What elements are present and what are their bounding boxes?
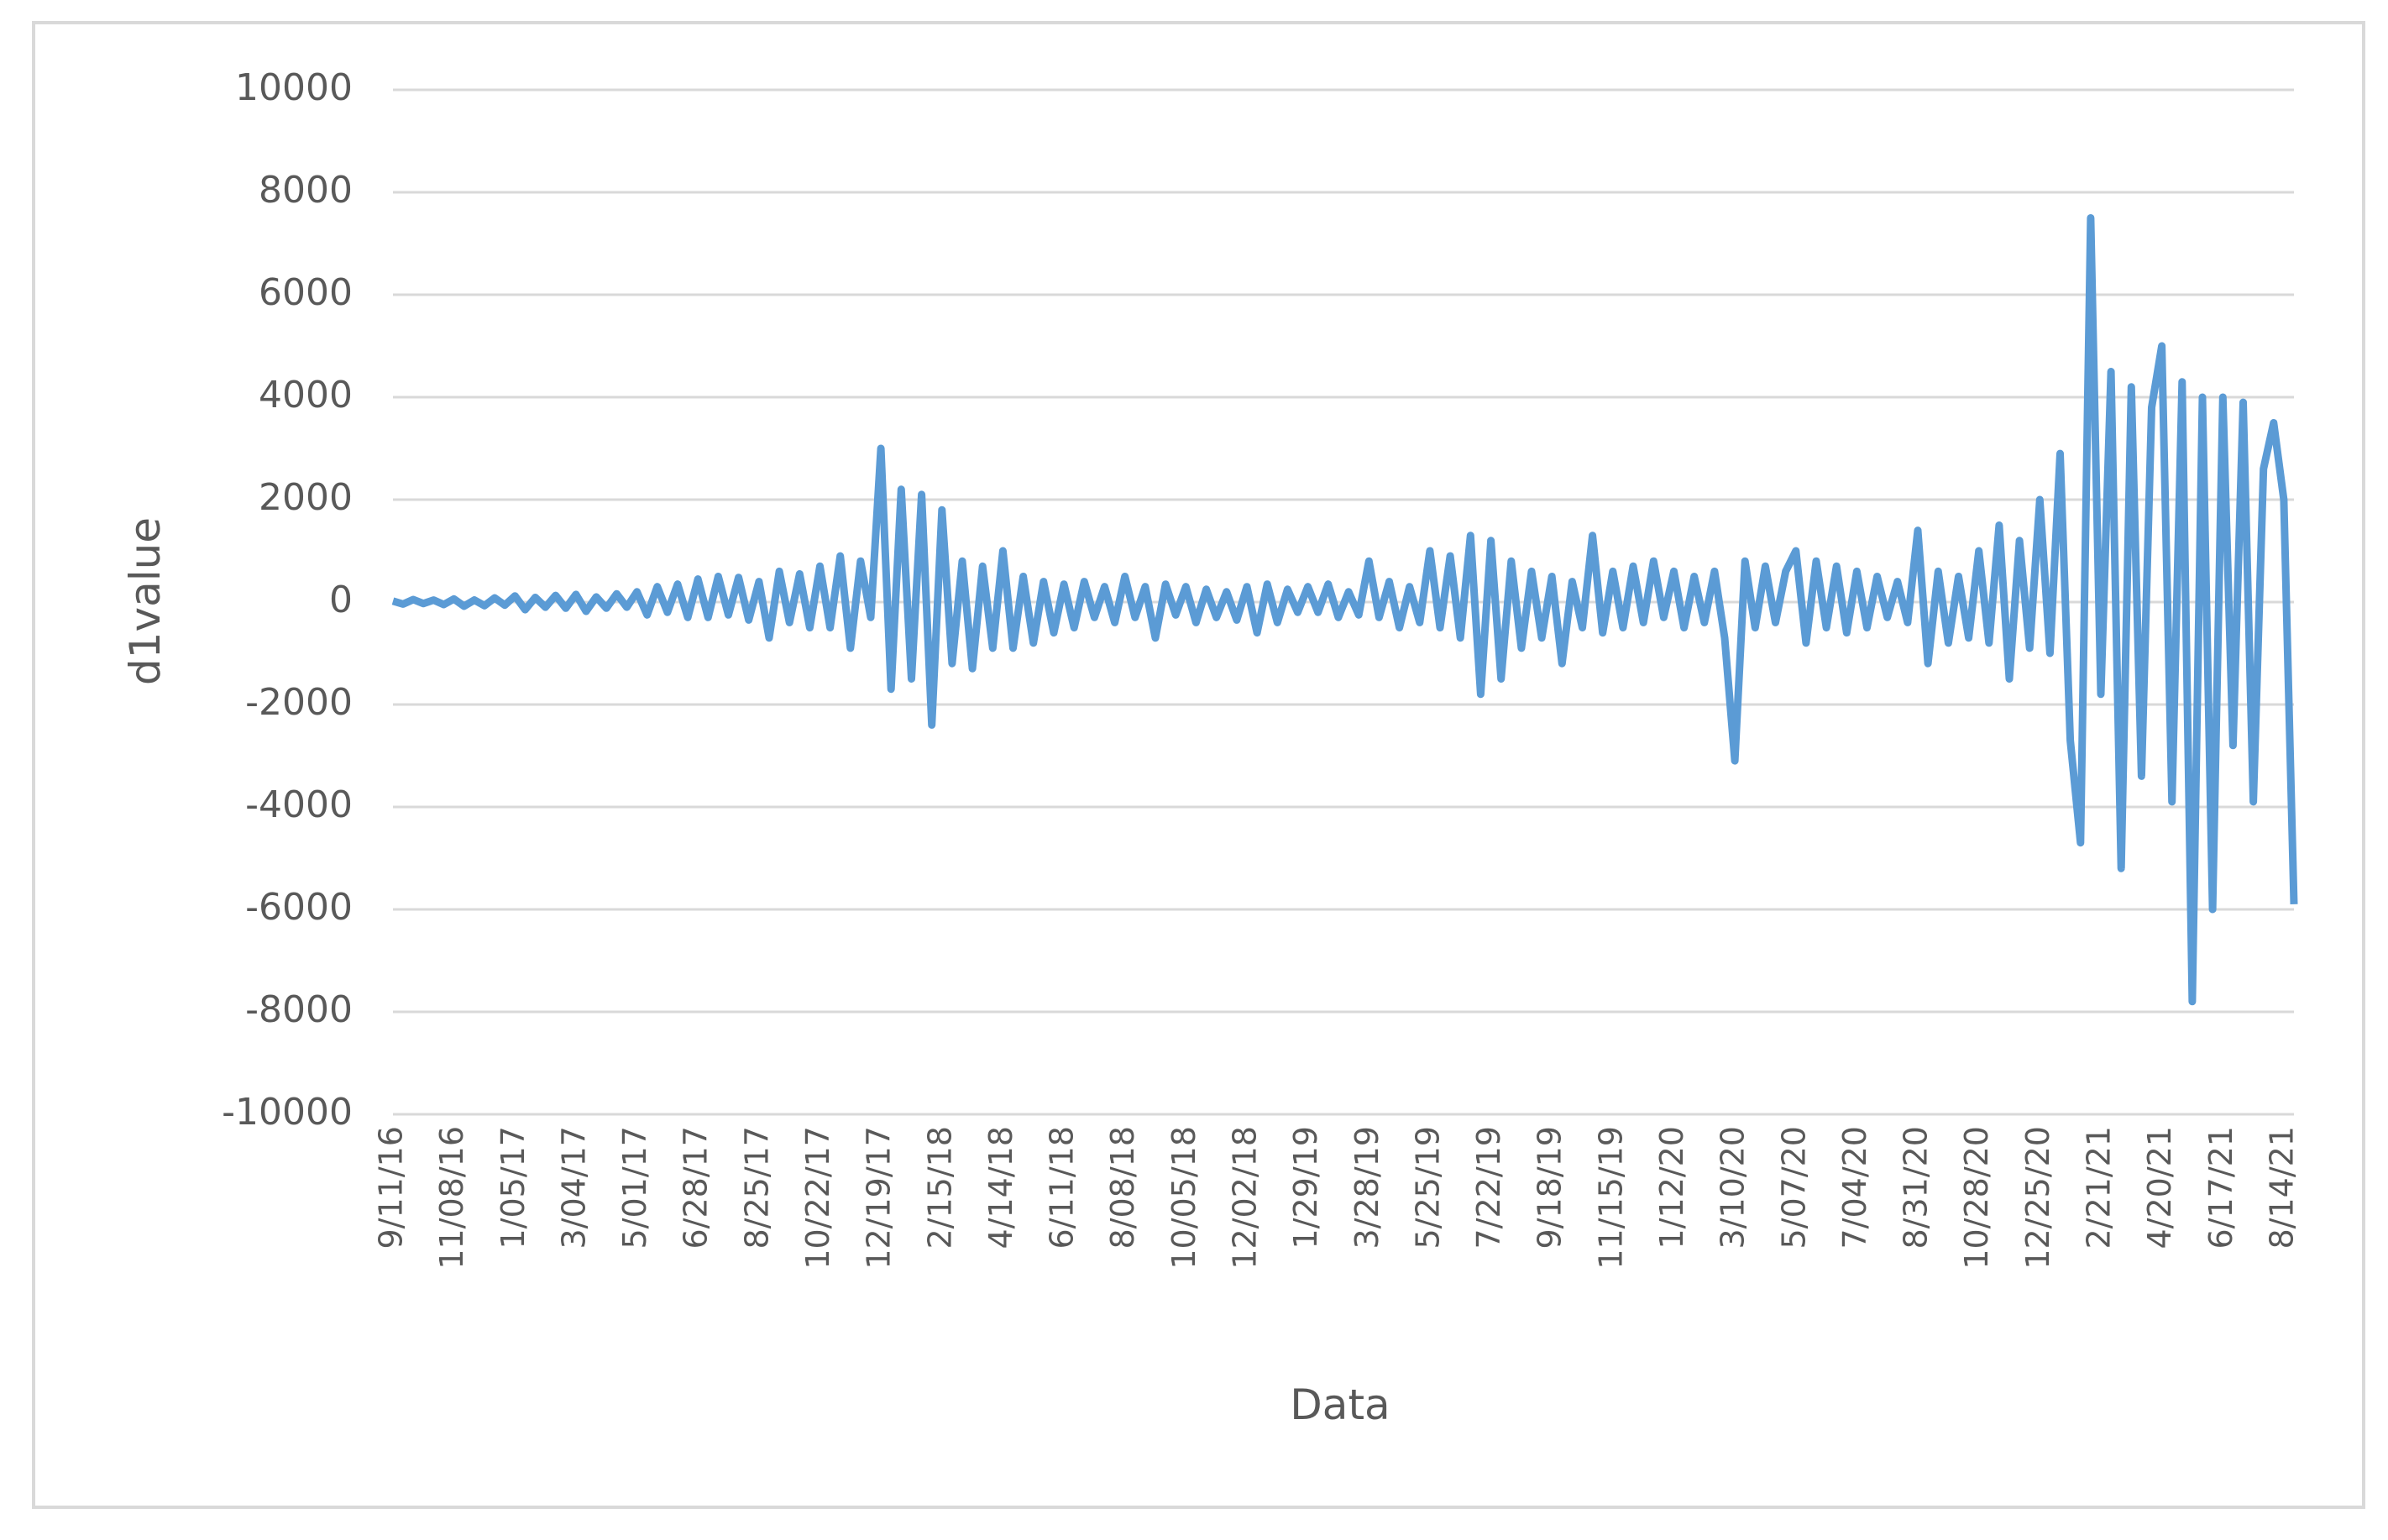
x-tick-label: 9/18/19 — [1532, 1126, 1568, 1249]
x-tick-label: 10/22/17 — [799, 1126, 836, 1270]
x-tick-label: 4/20/21 — [2141, 1126, 2178, 1249]
y-tick-label: -6000 — [245, 886, 353, 929]
y-tick-label: -8000 — [245, 988, 353, 1031]
x-tick-label: 8/25/17 — [738, 1126, 775, 1249]
data-line — [391, 214, 2298, 1006]
x-tick-label: 6/28/17 — [678, 1126, 715, 1249]
y-axis-label: d1value — [121, 517, 170, 685]
x-tick-label: 12/19/17 — [861, 1126, 898, 1270]
y-tick-label: -4000 — [245, 783, 353, 826]
x-tick-label: 6/17/21 — [2202, 1126, 2239, 1249]
x-tick-label: 8/14/21 — [2263, 1126, 2300, 1249]
x-tick-label: 3/28/19 — [1348, 1126, 1385, 1249]
x-tick-label: 1/12/20 — [1653, 1126, 1690, 1249]
x-axis-label: Data — [1290, 1380, 1390, 1429]
x-tick-label: 4/14/18 — [982, 1126, 1019, 1249]
x-tick-label: 7/22/19 — [1470, 1126, 1507, 1249]
x-tick-label: 11/08/16 — [433, 1126, 470, 1270]
x-tick-label: 2/15/18 — [921, 1126, 958, 1249]
y-tick-label: 0 — [329, 579, 353, 621]
y-tick-label: 8000 — [259, 169, 353, 212]
x-tick-label: 5/01/17 — [616, 1126, 653, 1249]
x-tick-label: 10/28/20 — [1958, 1126, 1995, 1270]
y-tick-label: 2000 — [259, 476, 353, 519]
x-tick-label: 7/04/20 — [1836, 1126, 1873, 1249]
x-tick-label: 3/04/17 — [555, 1126, 592, 1249]
y-tick-label: -2000 — [245, 681, 353, 724]
chart-border — [32, 21, 2365, 1509]
x-tick-label: 11/15/19 — [1592, 1126, 1629, 1270]
x-tick-label: 12/02/18 — [1226, 1126, 1263, 1270]
x-tick-label: 6/11/18 — [1044, 1126, 1081, 1249]
x-tick-label: 5/07/20 — [1775, 1126, 1812, 1249]
x-tick-label: 9/11/16 — [373, 1126, 410, 1249]
x-tick-label: 5/25/19 — [1409, 1126, 1446, 1249]
y-tick-label: 10000 — [235, 66, 353, 109]
x-tick-label: 3/10/20 — [1715, 1126, 1752, 1249]
x-tick-label: 8/31/20 — [1898, 1126, 1935, 1249]
y-tick-label: -10000 — [222, 1091, 353, 1134]
x-tick-label: 2/21/21 — [2080, 1126, 2117, 1249]
x-tick-label: 12/25/20 — [2019, 1126, 2056, 1270]
y-tick-label: 4000 — [259, 374, 353, 416]
x-tick-label: 10/05/18 — [1165, 1126, 1202, 1270]
x-tick-label: 1/05/17 — [495, 1126, 532, 1249]
y-tick-label: 6000 — [259, 271, 353, 314]
x-tick-label: 1/29/19 — [1287, 1126, 1324, 1249]
x-tick-label: 8/08/18 — [1104, 1126, 1141, 1249]
